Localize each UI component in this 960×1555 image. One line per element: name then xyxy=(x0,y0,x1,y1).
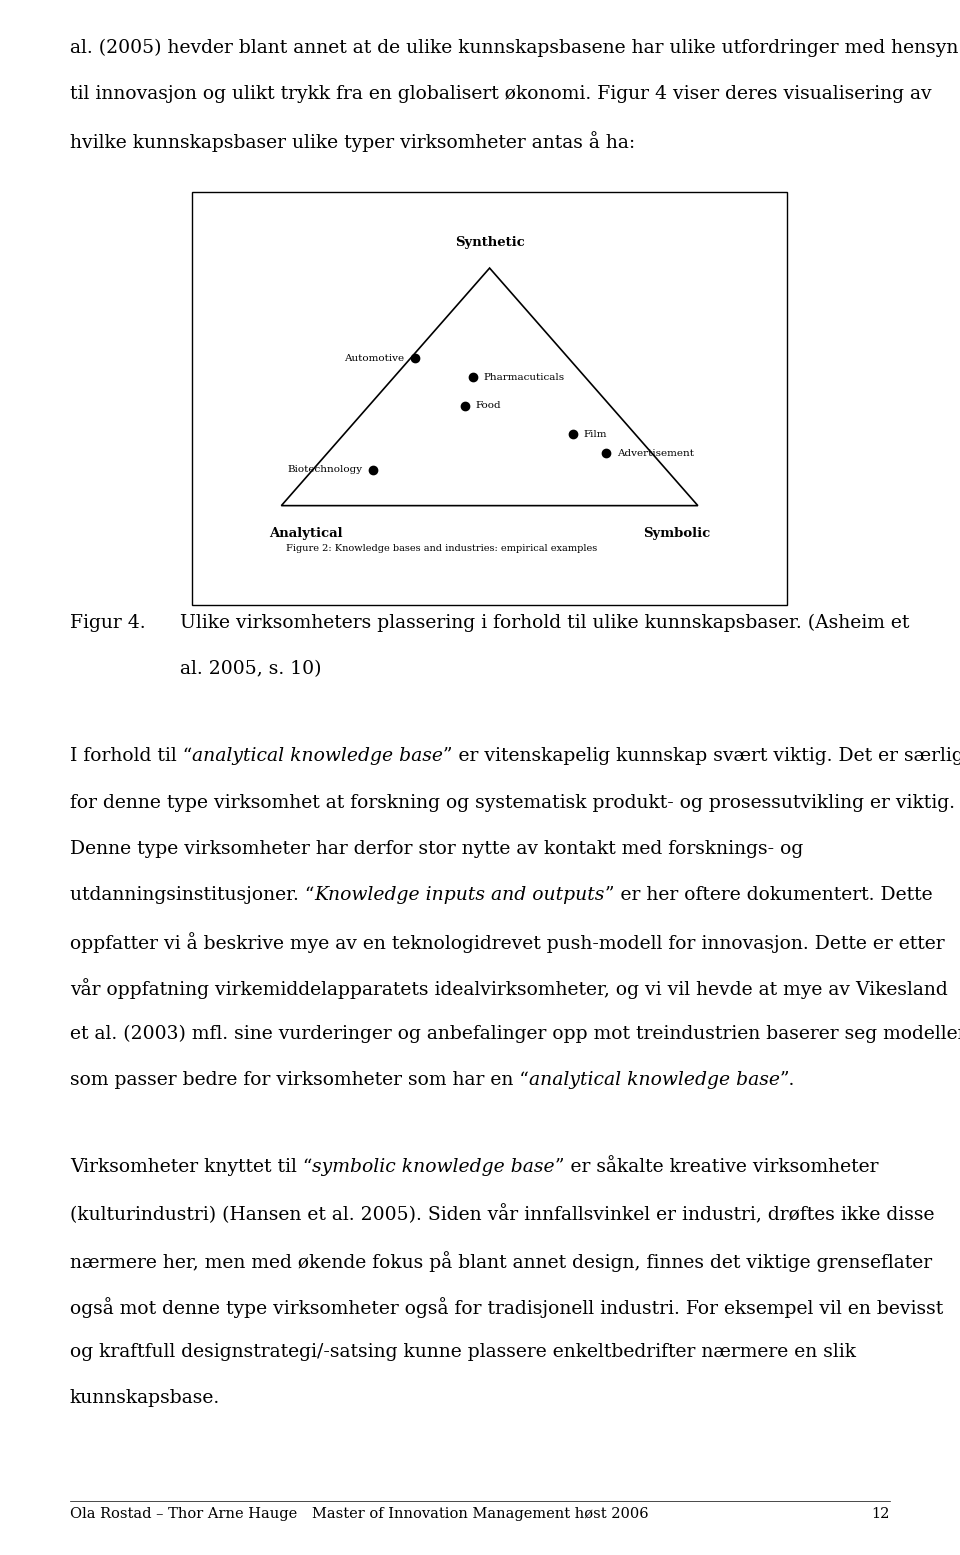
Text: I forhold til “: I forhold til “ xyxy=(70,748,192,765)
Text: al. (2005) hevder blant annet at de ulike kunnskapsbasene har ulike utfordringer: al. (2005) hevder blant annet at de ulik… xyxy=(70,39,958,58)
Text: Analytical: Analytical xyxy=(269,527,343,540)
Text: 12: 12 xyxy=(872,1507,890,1521)
Text: Food: Food xyxy=(475,401,501,411)
Text: Master of Innovation Management høst 2006: Master of Innovation Management høst 200… xyxy=(312,1507,648,1521)
Text: analytical knowledge base: analytical knowledge base xyxy=(192,748,444,765)
Text: Ola Rostad – Thor Arne Hauge: Ola Rostad – Thor Arne Hauge xyxy=(70,1507,298,1521)
Text: hvilke kunnskapsbaser ulike typer virksomheter antas å ha:: hvilke kunnskapsbaser ulike typer virkso… xyxy=(70,131,636,152)
Text: Automotive: Automotive xyxy=(344,355,404,362)
Text: Film: Film xyxy=(584,429,607,439)
Text: for denne type virksomhet at forskning og systematisk produkt- og prosessutvikli: for denne type virksomhet at forskning o… xyxy=(70,793,955,812)
Text: også mot denne type virksomheter også for tradisjonell industri. For eksempel vi: også mot denne type virksomheter også fo… xyxy=(70,1297,944,1317)
Text: ” er vitenskapelig kunnskap svært viktig. Det er særlig: ” er vitenskapelig kunnskap svært viktig… xyxy=(444,748,960,765)
Text: et al. (2003) mfl. sine vurderinger og anbefalinger opp mot treindustrien basere: et al. (2003) mfl. sine vurderinger og a… xyxy=(70,1025,960,1043)
Text: Biotechnology: Biotechnology xyxy=(287,465,363,474)
Text: vår oppfatning virkemiddelapparatets idealvirksomheter, og vi vil hevde at mye a: vår oppfatning virkemiddelapparatets ide… xyxy=(70,978,948,1000)
Text: Figur 4.: Figur 4. xyxy=(70,614,146,631)
Text: (kulturindustri) (Hansen et al. 2005). Siden vår innfallsvinkel er industri, drø: (kulturindustri) (Hansen et al. 2005). S… xyxy=(70,1205,934,1224)
Text: Symbolic: Symbolic xyxy=(643,527,710,540)
Text: Denne type virksomheter har derfor stor nytte av kontakt med forsknings- og: Denne type virksomheter har derfor stor … xyxy=(70,840,804,858)
Text: analytical knowledge base: analytical knowledge base xyxy=(529,1071,780,1088)
Text: kunnskapsbase.: kunnskapsbase. xyxy=(70,1389,220,1407)
Text: til innovasjon og ulikt trykk fra en globalisert økonomi. Figur 4 viser deres vi: til innovasjon og ulikt trykk fra en glo… xyxy=(70,86,931,103)
Text: Knowledge inputs and outputs: Knowledge inputs and outputs xyxy=(314,886,605,903)
Text: Figure 2: Knowledge bases and industries: empirical examples: Figure 2: Knowledge bases and industries… xyxy=(285,544,597,554)
Text: ”.: ”. xyxy=(780,1071,795,1088)
Text: al. 2005, s. 10): al. 2005, s. 10) xyxy=(180,661,322,678)
Text: og kraftfull designstrategi/-satsing kunne plassere enkeltbedrifter nærmere en s: og kraftfull designstrategi/-satsing kun… xyxy=(70,1344,856,1361)
Text: utdanningsinstitusjoner. “: utdanningsinstitusjoner. “ xyxy=(70,886,314,903)
Text: ” er såkalte kreative virksomheter: ” er såkalte kreative virksomheter xyxy=(555,1158,878,1176)
Text: Advertisement: Advertisement xyxy=(616,449,694,457)
Text: ” er her oftere dokumentert. Dette: ” er her oftere dokumentert. Dette xyxy=(605,886,932,903)
Text: Virksomheter knyttet til “: Virksomheter knyttet til “ xyxy=(70,1158,312,1176)
Text: Pharmacuticals: Pharmacuticals xyxy=(483,373,564,383)
Text: symbolic knowledge base: symbolic knowledge base xyxy=(312,1158,555,1176)
Text: oppfatter vi å beskrive mye av en teknologidrevet push-modell for innovasjon. De: oppfatter vi å beskrive mye av en teknol… xyxy=(70,933,945,953)
Text: Ulike virksomheters plassering i forhold til ulike kunnskapsbaser. (Asheim et: Ulike virksomheters plassering i forhold… xyxy=(180,614,910,633)
Text: som passer bedre for virksomheter som har en “: som passer bedre for virksomheter som ha… xyxy=(70,1071,529,1088)
Text: Synthetic: Synthetic xyxy=(455,236,524,249)
Bar xyxy=(192,193,787,605)
Text: nærmere her, men med økende fokus på blant annet design, finnes det viktige gren: nærmere her, men med økende fokus på bla… xyxy=(70,1250,932,1272)
